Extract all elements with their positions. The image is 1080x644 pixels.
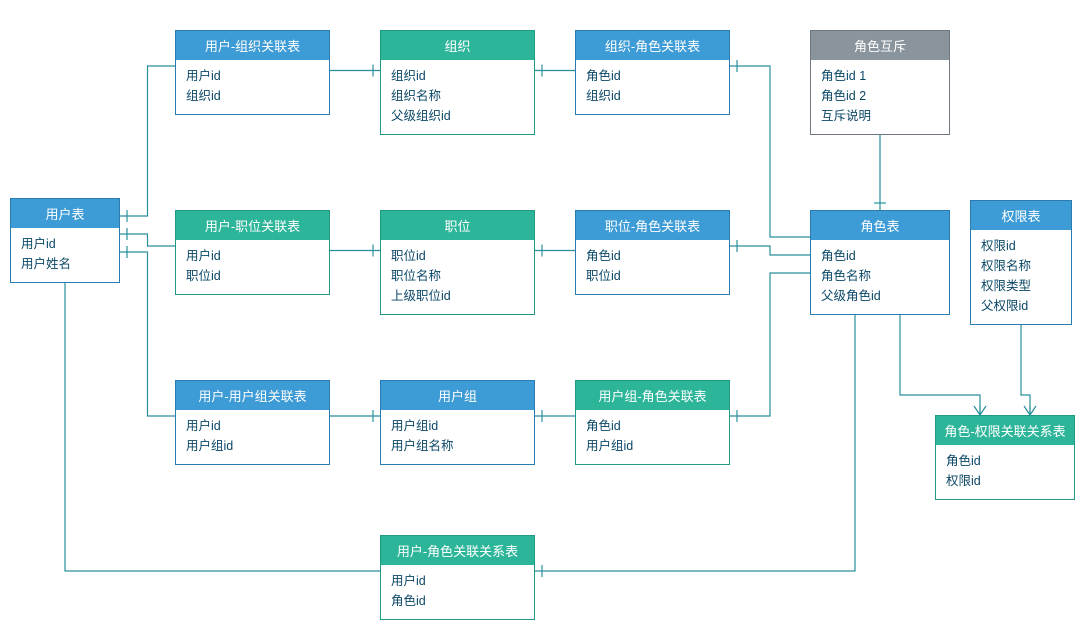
entity-body: 用户id职位id: [176, 240, 329, 294]
entity-field: 权限id: [981, 236, 1061, 256]
entity-title: 用户-职位关联表: [176, 211, 329, 240]
entity-field: 父级组织id: [391, 106, 524, 126]
entity-body: 用户id用户组id: [176, 410, 329, 464]
entity-title: 角色表: [811, 211, 949, 240]
entity-field: 用户姓名: [21, 254, 109, 274]
entity-user: 用户表用户id用户姓名: [10, 198, 120, 283]
entity-body: 组织id组织名称父级组织id: [381, 60, 534, 134]
entity-pos_role: 职位-角色关联表角色id职位id: [575, 210, 730, 295]
entity-field: 用户组id: [186, 436, 319, 456]
entity-body: 权限id权限名称权限类型父权限id: [971, 230, 1071, 324]
entity-role_mutex: 角色互斥角色id 1角色id 2互斥说明: [810, 30, 950, 135]
entity-field: 组织名称: [391, 86, 524, 106]
entity-role_perm: 角色-权限关联关系表角色id权限id: [935, 415, 1075, 500]
entity-body: 角色id 1角色id 2互斥说明: [811, 60, 949, 134]
entity-body: 职位id职位名称上级职位id: [381, 240, 534, 314]
entity-field: 用户id: [186, 66, 319, 86]
entity-perm: 权限表权限id权限名称权限类型父权限id: [970, 200, 1072, 325]
entity-field: 父级角色id: [821, 286, 939, 306]
entity-field: 角色id: [586, 416, 719, 436]
entity-body: 角色id职位id: [576, 240, 729, 294]
entity-field: 用户id: [21, 234, 109, 254]
entity-field: 用户组id: [586, 436, 719, 456]
entity-body: 用户id组织id: [176, 60, 329, 114]
entity-title: 职位-角色关联表: [576, 211, 729, 240]
entity-field: 权限id: [946, 471, 1064, 491]
entity-pos: 职位职位id职位名称上级职位id: [380, 210, 535, 315]
entity-title: 用户-组织关联表: [176, 31, 329, 60]
entity-user_org: 用户-组织关联表用户id组织id: [175, 30, 330, 115]
entity-title: 角色-权限关联关系表: [936, 416, 1074, 445]
entity-body: 角色id组织id: [576, 60, 729, 114]
entity-field: 上级职位id: [391, 286, 524, 306]
entity-title: 组织-角色关联表: [576, 31, 729, 60]
entity-field: 角色id 1: [821, 66, 939, 86]
entity-title: 用户-角色关联关系表: [381, 536, 534, 565]
entity-body: 用户id角色id: [381, 565, 534, 619]
entity-title: 职位: [381, 211, 534, 240]
entity-body: 角色id权限id: [936, 445, 1074, 499]
entity-field: 用户id: [391, 571, 524, 591]
entity-field: 权限名称: [981, 256, 1061, 276]
entity-user_pos: 用户-职位关联表用户id职位id: [175, 210, 330, 295]
entity-title: 用户组-角色关联表: [576, 381, 729, 410]
entity-role: 角色表角色id角色名称父级角色id: [810, 210, 950, 315]
entity-field: 互斥说明: [821, 106, 939, 126]
entity-field: 角色id: [586, 66, 719, 86]
entity-field: 角色id: [391, 591, 524, 611]
entity-field: 父权限id: [981, 296, 1061, 316]
entity-field: 职位名称: [391, 266, 524, 286]
entity-title: 用户-用户组关联表: [176, 381, 329, 410]
entity-field: 职位id: [391, 246, 524, 266]
entity-title: 权限表: [971, 201, 1071, 230]
entity-field: 角色id: [946, 451, 1064, 471]
entity-field: 角色名称: [821, 266, 939, 286]
entity-field: 角色id: [586, 246, 719, 266]
entity-field: 角色id 2: [821, 86, 939, 106]
entity-field: 用户id: [186, 416, 319, 436]
entity-body: 角色id用户组id: [576, 410, 729, 464]
entity-user_grp: 用户组用户组id用户组名称: [380, 380, 535, 465]
entity-org_role: 组织-角色关联表角色id组织id: [575, 30, 730, 115]
entity-grp_role: 用户组-角色关联表角色id用户组id: [575, 380, 730, 465]
entity-field: 职位id: [186, 266, 319, 286]
entity-field: 组织id: [586, 86, 719, 106]
entity-field: 角色id: [821, 246, 939, 266]
entity-title: 用户组: [381, 381, 534, 410]
entity-title: 组织: [381, 31, 534, 60]
entity-user_grp_rel: 用户-用户组关联表用户id用户组id: [175, 380, 330, 465]
entity-field: 组织id: [391, 66, 524, 86]
entity-title: 角色互斥: [811, 31, 949, 60]
entity-user_role: 用户-角色关联关系表用户id角色id: [380, 535, 535, 620]
entity-body: 角色id角色名称父级角色id: [811, 240, 949, 314]
entity-org: 组织组织id组织名称父级组织id: [380, 30, 535, 135]
entity-body: 用户组id用户组名称: [381, 410, 534, 464]
entity-field: 职位id: [586, 266, 719, 286]
entity-title: 用户表: [11, 199, 119, 228]
entity-field: 权限类型: [981, 276, 1061, 296]
entity-field: 用户组id: [391, 416, 524, 436]
entity-field: 用户id: [186, 246, 319, 266]
entity-field: 组织id: [186, 86, 319, 106]
entity-field: 用户组名称: [391, 436, 524, 456]
entity-body: 用户id用户姓名: [11, 228, 119, 282]
